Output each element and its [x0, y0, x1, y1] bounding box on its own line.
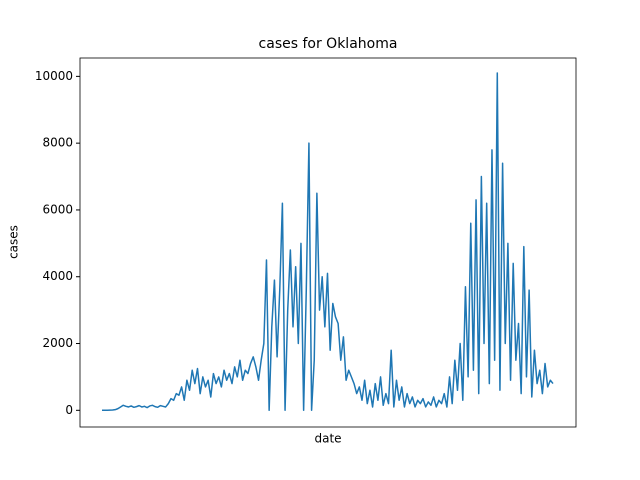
x-axis-label: date [314, 432, 341, 446]
chart-title: cases for Oklahoma [259, 36, 398, 52]
plot-frame [79, 57, 577, 428]
y-tick-label: 0 [65, 403, 73, 417]
y-tick-label: 8000 [42, 136, 73, 150]
y-axis-label: cases [7, 225, 21, 259]
y-tick-label: 10000 [35, 69, 73, 83]
y-tick-label: 6000 [42, 202, 73, 216]
y-tick-label: 4000 [42, 269, 73, 283]
data-line [102, 72, 554, 412]
y-tick-label: 2000 [42, 336, 73, 350]
